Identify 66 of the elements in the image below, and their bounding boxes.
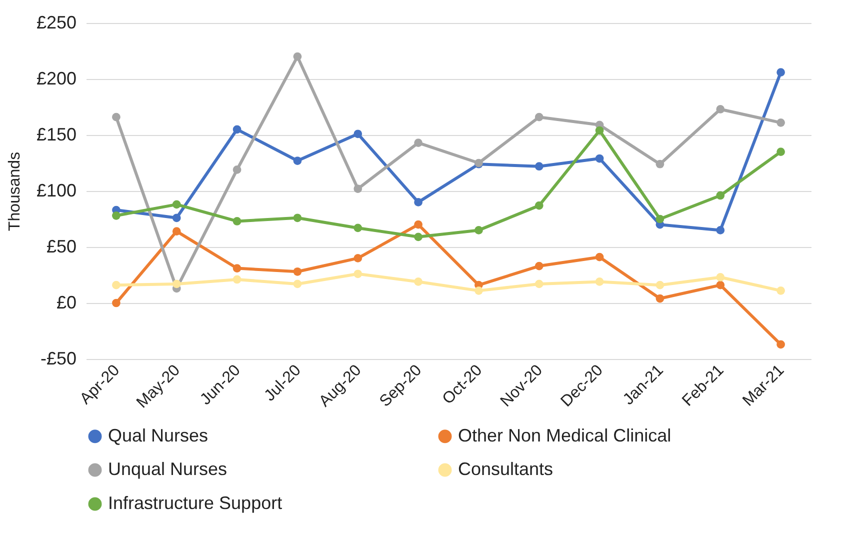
point (293, 280, 302, 288)
y-tick-label: £200 (36, 68, 76, 88)
point (293, 267, 302, 276)
point (534, 262, 544, 270)
point (354, 184, 362, 193)
point (776, 118, 785, 127)
legend-label: Unqual Nurses (108, 459, 228, 479)
point (534, 201, 544, 210)
point (354, 254, 362, 262)
legend-label: Other Non Medical Clinical (458, 425, 672, 446)
y-tick-label: £50 (46, 236, 76, 256)
point (534, 162, 544, 171)
legend-label: Consultants (458, 459, 554, 479)
point (716, 226, 725, 234)
point (716, 191, 725, 200)
point (656, 294, 664, 303)
legend-label: Infrastructure Support (108, 493, 282, 513)
point (112, 112, 120, 122)
legend-label: Qual Nurses (108, 425, 208, 446)
y-tick-label: -£50 (40, 348, 76, 368)
point (776, 68, 785, 76)
point (474, 286, 483, 295)
point (595, 126, 604, 135)
point (232, 275, 242, 284)
point (414, 220, 422, 229)
point (354, 224, 362, 232)
point (776, 286, 785, 295)
y-tick-label: £250 (36, 12, 76, 32)
point (293, 214, 302, 222)
point (534, 280, 544, 288)
point (172, 280, 181, 288)
point (232, 125, 242, 134)
point (595, 252, 604, 262)
point (414, 278, 422, 286)
point (232, 217, 242, 226)
y-tick-label: £150 (36, 124, 76, 144)
point (232, 264, 242, 272)
point (474, 226, 483, 234)
point (414, 232, 422, 242)
point (595, 278, 604, 286)
point (656, 214, 664, 224)
point (414, 138, 422, 148)
point (112, 298, 120, 308)
point (776, 148, 785, 156)
point (232, 166, 242, 174)
point (716, 105, 725, 114)
point (414, 198, 422, 206)
point (354, 270, 362, 278)
point (534, 112, 544, 122)
point (716, 280, 725, 290)
point (112, 280, 120, 290)
point (172, 214, 181, 222)
y-axis-title: Thousands (6, 152, 24, 232)
point (776, 340, 785, 349)
point (595, 154, 604, 163)
point (293, 156, 302, 165)
point (656, 160, 664, 168)
point (172, 227, 181, 236)
y-tick-label: £0 (56, 292, 76, 312)
point (716, 273, 725, 282)
point (112, 211, 120, 220)
point (656, 280, 664, 290)
y-tick-label: £100 (36, 180, 76, 200)
point (354, 130, 362, 138)
point (293, 52, 302, 61)
point (172, 200, 181, 209)
